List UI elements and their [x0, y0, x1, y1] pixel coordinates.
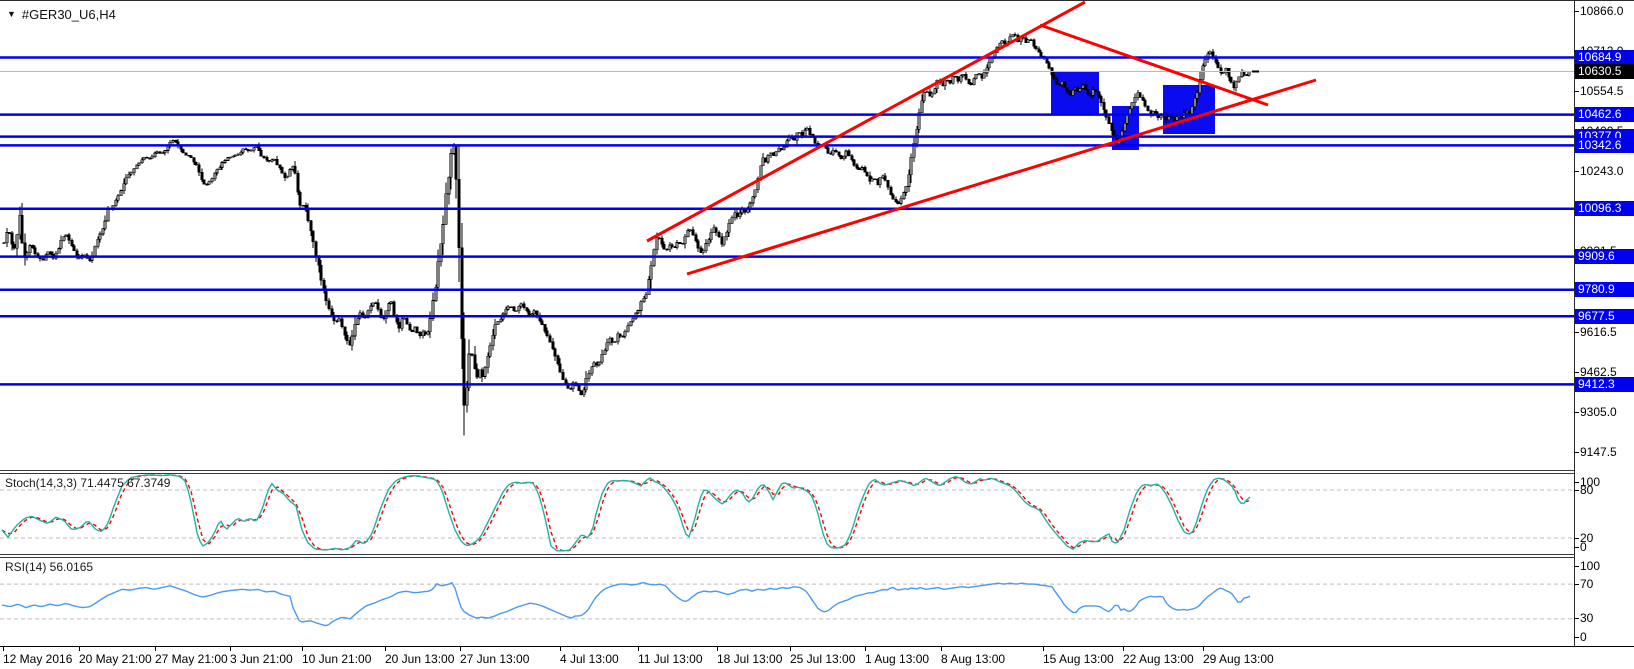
price-level-badge: 10342.6: [1575, 138, 1634, 153]
stochastic-label: Stoch(14,3,3) 71.4475 67.3749: [5, 476, 171, 490]
price-tick-mark: [1574, 372, 1579, 373]
time-tick-mark: [3, 647, 4, 651]
price-tick-mark: [1574, 332, 1579, 333]
price-tick-mark: [1574, 412, 1579, 413]
stochastic-pane[interactable]: [0, 474, 1574, 554]
dropdown-arrow-icon[interactable]: ▼: [7, 9, 16, 19]
time-tick-mark: [1043, 647, 1044, 651]
price-tick-mark: [1574, 452, 1579, 453]
price-level-badge: 9412.3: [1575, 377, 1634, 392]
time-axis-label: 12 May 2016: [3, 652, 73, 666]
price-tick-label: 10243.0: [1580, 164, 1624, 178]
time-axis-label: 1 Aug 13:00: [865, 652, 930, 666]
time-tick-mark: [385, 647, 386, 651]
time-tick-mark: [941, 647, 942, 651]
price-level-badge: 10096.3: [1575, 201, 1634, 216]
stoch-main-line: [1, 474, 1251, 552]
price-tick-label: 10554.5: [1580, 84, 1624, 98]
time-axis-label: 18 Jul 13:00: [717, 652, 783, 666]
time-axis-label: 25 Jul 13:00: [790, 652, 856, 666]
indicator-tick-mark: [1574, 584, 1579, 585]
time-tick-mark: [638, 647, 639, 651]
price-level-badge: 9909.6: [1575, 249, 1634, 264]
time-tick-mark: [230, 647, 231, 651]
price-axis-border: [1574, 1, 1575, 646]
indicator-tick-label: 30: [1580, 611, 1594, 625]
price-tick-label: 9305.0: [1580, 405, 1617, 419]
time-axis-label: 20 Jun 13:00: [385, 652, 455, 666]
price-tick-label: 9616.5: [1580, 325, 1617, 339]
price-level-badge: 10684.9: [1575, 50, 1634, 65]
main-price-pane[interactable]: [0, 1, 1574, 470]
indicator-tick-mark: [1574, 490, 1579, 491]
time-tick-mark: [460, 647, 461, 651]
price-level-badge: 10462.6: [1575, 107, 1634, 122]
indicator-tick-label: 100: [1580, 559, 1601, 573]
time-axis-label: 27 May 21:00: [155, 652, 228, 666]
time-axis-label: 29 Aug 13:00: [1203, 652, 1274, 666]
time-tick-mark: [1123, 647, 1124, 651]
indicator-tick-mark: [1574, 482, 1579, 483]
time-axis-label: 27 Jun 13:00: [460, 652, 530, 666]
price-tick-label: 9147.5: [1580, 445, 1617, 459]
trendline[interactable]: [1039, 23, 1269, 107]
time-tick-mark: [790, 647, 791, 651]
rsi-label: RSI(14) 56.0165: [5, 560, 94, 574]
time-axis-label: 3 Jun 21:00: [230, 652, 293, 666]
time-tick-mark: [155, 647, 156, 651]
time-axis[interactable]: 12 May 2016 20 May 21:00 27 May 21:00 3 Jun…: [0, 646, 1634, 669]
indicator-tick-mark: [1574, 618, 1579, 619]
trendline[interactable]: [646, 1, 1086, 243]
symbol-label: ▼ #GER30_U6,H4: [7, 7, 116, 22]
indicator-tick-label: 70: [1580, 577, 1594, 591]
indicator-tick-mark: [1574, 538, 1579, 539]
pane-separator[interactable]: [0, 470, 1574, 474]
indicator-tick-mark: [1574, 566, 1579, 567]
time-tick-mark: [79, 647, 80, 651]
price-level-badge: 9780.9: [1575, 282, 1634, 297]
indicator-tick-label: 20: [1580, 531, 1594, 545]
price-tick-mark: [1574, 11, 1579, 12]
time-tick-mark: [717, 647, 718, 651]
time-axis-label: 10 Jun 21:00: [302, 652, 372, 666]
price-tick-label: 10866.0: [1580, 4, 1624, 18]
rsi-pane[interactable]: [0, 558, 1574, 646]
trendline[interactable]: [686, 78, 1317, 276]
time-axis-label: 11 Jul 13:00: [638, 652, 703, 666]
time-axis-label: 22 Aug 13:00: [1123, 652, 1194, 666]
time-axis-label: 20 May 21:00: [79, 652, 152, 666]
price-level-badge: 9677.5: [1575, 309, 1634, 324]
price-tick-mark: [1574, 91, 1579, 92]
time-tick-mark: [302, 647, 303, 651]
time-axis-label: 15 Aug 13:00: [1043, 652, 1114, 666]
indicator-tick-label: 0: [1580, 540, 1587, 554]
time-tick-mark: [865, 647, 866, 651]
price-tick-mark: [1574, 171, 1579, 172]
highlight-box[interactable]: [1163, 85, 1215, 134]
stoch-signal-line: [1, 474, 1251, 552]
symbol-timeframe-text: #GER30_U6,H4: [21, 7, 116, 22]
indicator-tick-mark: [1574, 637, 1579, 638]
indicator-tick-mark: [1574, 547, 1579, 548]
time-tick-mark: [1203, 647, 1204, 651]
current-price-badge: 10630.5: [1575, 64, 1634, 79]
indicator-tick-label: 0: [1580, 630, 1587, 644]
highlight-box[interactable]: [1051, 71, 1099, 114]
indicator-tick-label: 100: [1580, 475, 1601, 489]
time-tick-mark: [560, 647, 561, 651]
indicator-tick-label: 80: [1580, 483, 1594, 497]
rsi-line: [1, 581, 1251, 627]
price-tick-label: 9462.5: [1580, 365, 1617, 379]
time-axis-label: 8 Aug 13:00: [941, 652, 1006, 666]
time-axis-label: 4 Jul 13:00: [560, 652, 619, 666]
pane-separator[interactable]: [0, 554, 1574, 558]
